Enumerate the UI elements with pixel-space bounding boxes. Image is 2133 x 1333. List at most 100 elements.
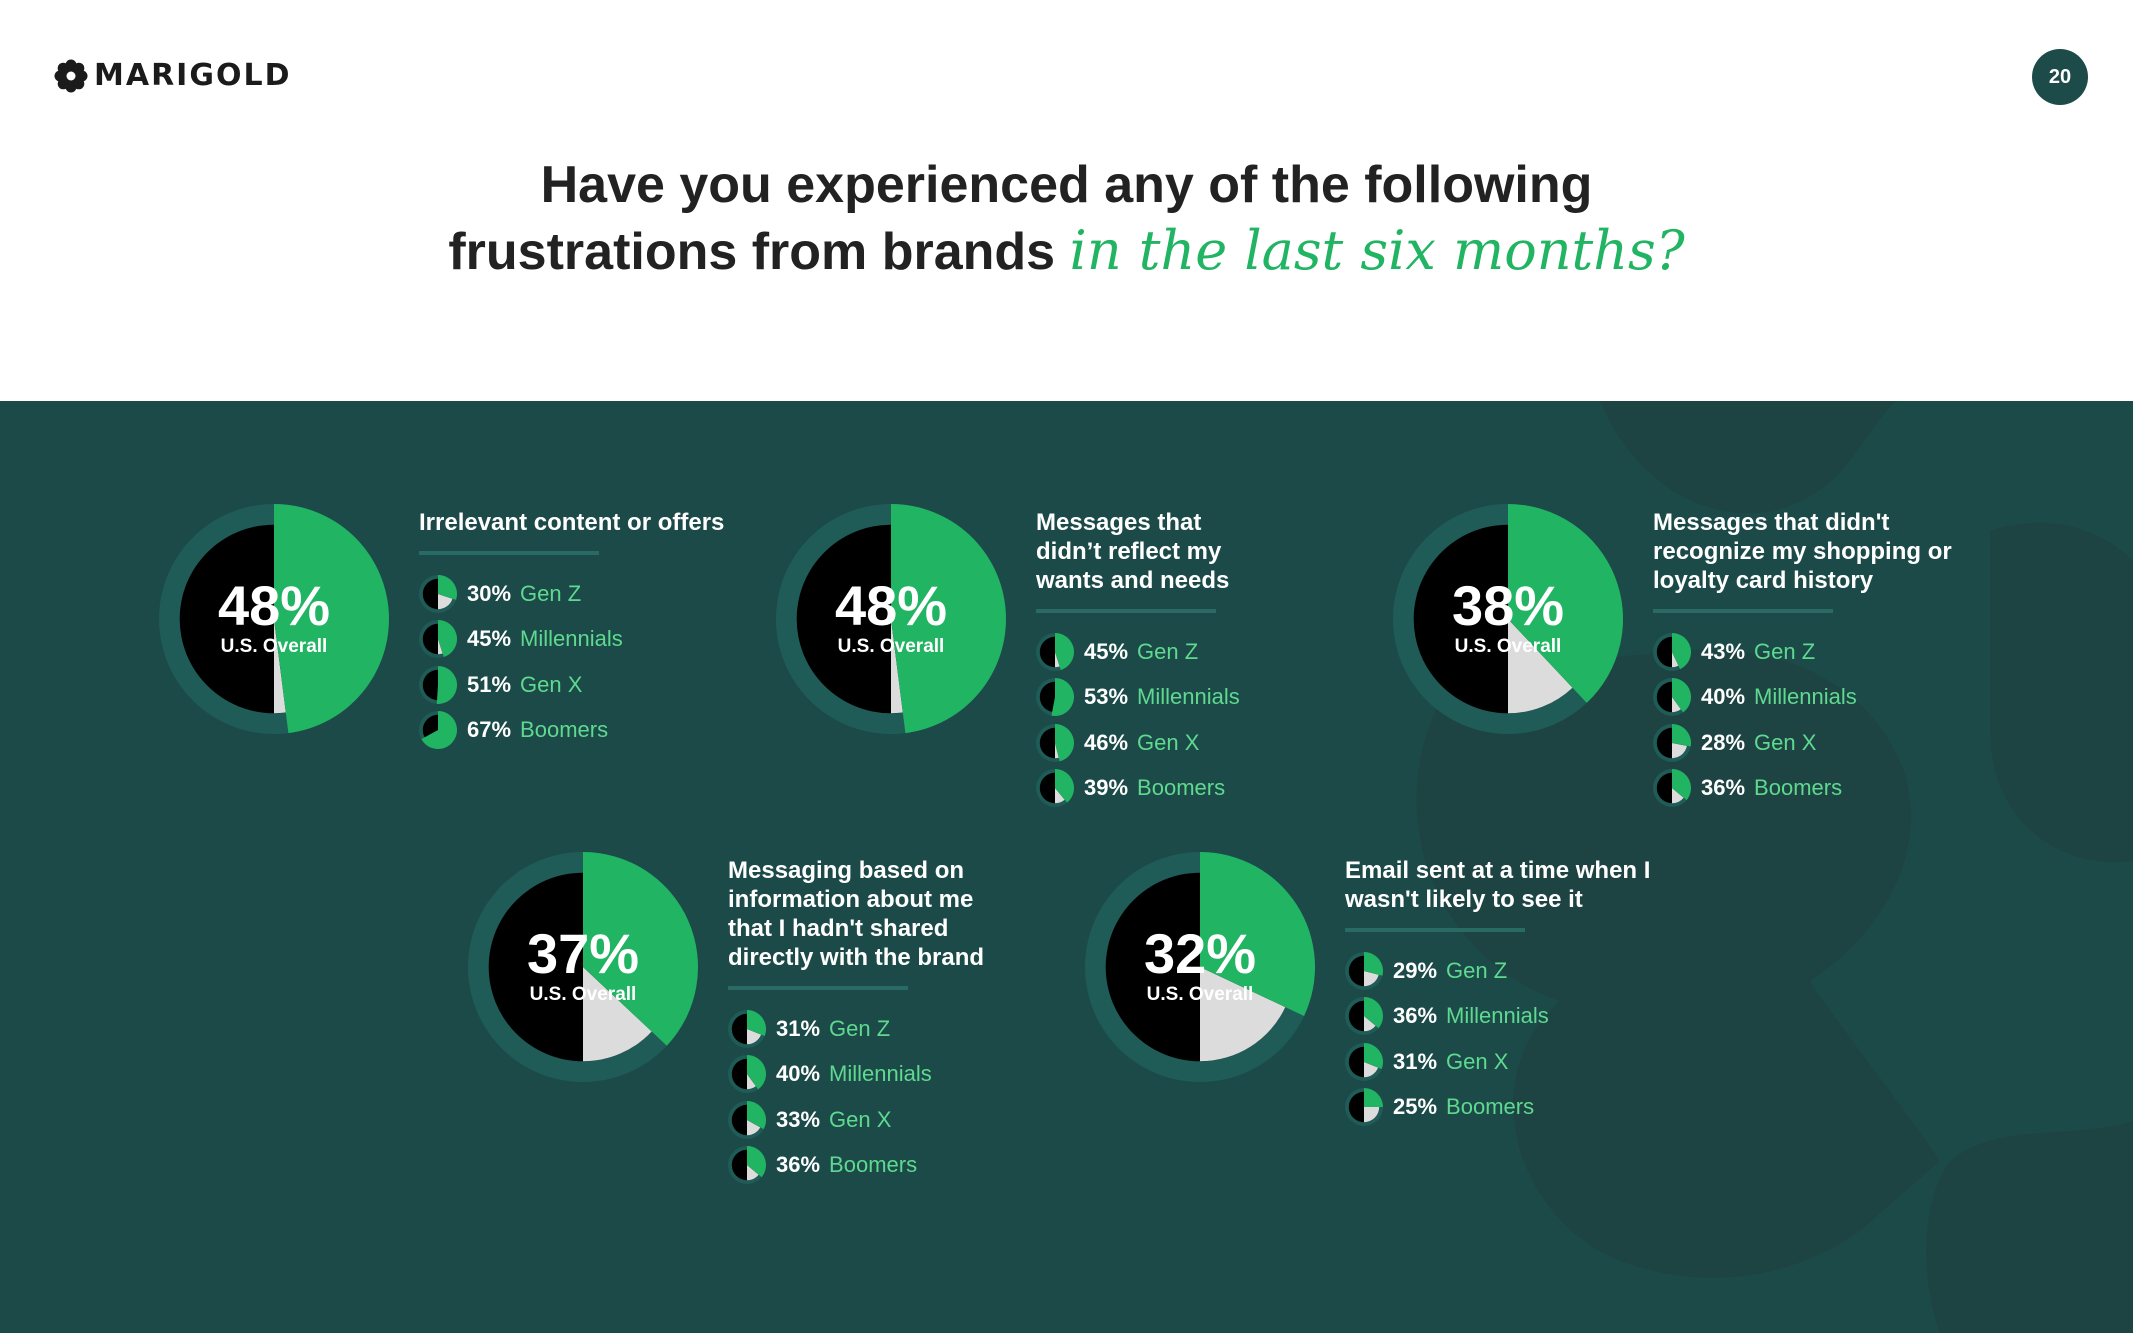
generation-percent: 51% <box>467 671 512 697</box>
logo-text: MARIGOLD <box>94 58 292 93</box>
pie-remainder-slice <box>1055 742 1059 758</box>
overall-label-5: U.S. Overall <box>1146 984 1254 1005</box>
mini-pie <box>1653 723 1691 762</box>
pie-remainder-slice <box>1508 619 1573 714</box>
overall-pie-3 <box>1393 504 1623 734</box>
generation-percent: 53% <box>1084 684 1129 710</box>
generation-percent: 36% <box>776 1152 821 1178</box>
generation-row: 51% Gen X <box>419 662 749 708</box>
generation-row: 36% Boomers <box>1653 766 1983 812</box>
generation-percent: 40% <box>776 1061 821 1087</box>
generation-name: Millennials <box>829 1061 932 1087</box>
generation-name: Millennials <box>520 626 623 652</box>
pie-value-slice <box>438 574 457 600</box>
pie-remainder-slice <box>747 1119 761 1135</box>
generation-name: Millennials <box>1446 1003 1549 1029</box>
generation-percent: 30% <box>467 580 512 606</box>
pie-value-slice <box>421 711 457 750</box>
title-line-2: frustrations from brands <box>448 223 1070 281</box>
generation-row: 29% Gen Z <box>1345 948 1675 994</box>
generation-percent: 33% <box>776 1106 821 1132</box>
generation-row: 40% Millennials <box>728 1052 1018 1098</box>
overall-percent-3: 38% <box>1451 574 1565 637</box>
generation-name: Boomers <box>1137 775 1226 801</box>
generation-percent: 45% <box>1084 638 1129 664</box>
generation-row: 46% Gen X <box>1036 720 1256 766</box>
pie-value-slice <box>747 1055 766 1090</box>
generation-percent: 36% <box>1393 1003 1438 1029</box>
overall-percent-4: 37% <box>526 922 640 985</box>
mini-pie <box>1345 997 1383 1036</box>
title-divider-1 <box>419 551 599 555</box>
pie-remainder-slice <box>1672 788 1684 804</box>
generation-name: Gen Z <box>1754 638 1816 664</box>
generation-percent: 29% <box>1393 957 1438 983</box>
generation-row: 36% Millennials <box>1345 994 1675 1040</box>
generation-name: Boomers <box>1446 1094 1535 1120</box>
pie-remainder-slice <box>438 593 453 609</box>
generation-row: 31% Gen X <box>1345 1039 1675 1085</box>
pie-value-slice <box>1364 997 1383 1029</box>
mini-pie <box>728 1009 766 1048</box>
pie-remainder-slice <box>1672 651 1679 667</box>
mini-pie <box>1653 678 1691 717</box>
pie-value-slice <box>1364 951 1383 976</box>
pie-value-slice <box>438 620 457 658</box>
category-title-1: Irrelevant content or offers <box>419 509 725 536</box>
generation-name: Gen Z <box>829 1015 891 1041</box>
pie-value-slice <box>1672 678 1691 713</box>
pie-value-slice <box>1508 504 1623 703</box>
generation-list-4: 31% Gen Z 40% Millennials 33% Gen X 36% Boom… <box>728 1006 1018 1188</box>
generation-name: Gen Z <box>1446 957 1508 983</box>
generation-row: 25% Boomers <box>1345 1085 1675 1131</box>
pie-remainder-slice <box>1055 788 1065 804</box>
mini-pie <box>1036 632 1074 671</box>
generation-list-2: 45% Gen Z 53% Millennials 46% Gen X 39% Boom… <box>1036 629 1256 811</box>
mini-pie <box>728 1100 766 1139</box>
generation-name: Gen Z <box>1137 638 1199 664</box>
pie-remainder-slice <box>1200 967 1286 1062</box>
mini-pie <box>419 574 457 613</box>
generation-percent: 46% <box>1084 729 1129 755</box>
generation-percent: 45% <box>467 626 512 652</box>
page-number-badge: 20 <box>2032 49 2088 105</box>
generation-row: 45% Millennials <box>419 617 749 663</box>
pie-remainder-slice <box>438 639 443 655</box>
pie-value-slice <box>1672 632 1691 669</box>
generation-name: Millennials <box>1754 684 1857 710</box>
pie-value-slice <box>747 1146 766 1178</box>
generation-row: 30% Gen Z <box>419 571 749 617</box>
generation-percent: 43% <box>1701 638 1746 664</box>
category-info-5: Email sent at a time when I wasn't likel… <box>1345 856 1675 1130</box>
generation-name: Boomers <box>520 717 609 743</box>
category-title-4: Messaging based on information about me … <box>728 857 985 971</box>
generation-row: 28% Gen X <box>1653 720 1983 766</box>
category-info-2: Messages that didn’t reflect my wants an… <box>1036 508 1256 811</box>
title-line-1: Have you experienced any of the followin… <box>540 156 1593 214</box>
pie-value-slice <box>747 1009 766 1036</box>
mini-pie <box>728 1146 766 1185</box>
generation-percent: 36% <box>1701 775 1746 801</box>
mini-pie <box>419 620 457 659</box>
mini-pie <box>419 665 457 704</box>
title-divider-2 <box>1036 609 1216 613</box>
pie-value-slice <box>1672 769 1691 801</box>
pie-remainder-slice <box>891 619 903 714</box>
mini-pie <box>1036 769 1074 808</box>
overall-pie-4 <box>468 852 698 1082</box>
overall-pie-5 <box>1085 852 1315 1082</box>
pie-value-slice <box>436 665 457 704</box>
category-info-3: Messages that didn't recognize my shoppi… <box>1653 508 1983 811</box>
overall-label-1: U.S. Overall <box>220 636 328 657</box>
mini-pie <box>1345 951 1383 990</box>
generation-name: Boomers <box>1754 775 1843 801</box>
generation-percent: 31% <box>776 1015 821 1041</box>
generation-percent: 25% <box>1393 1094 1438 1120</box>
mini-pie <box>1653 632 1691 671</box>
category-info-4: Messaging based on information about me … <box>728 856 1018 1188</box>
generation-name: Boomers <box>829 1152 918 1178</box>
pie-value-slice <box>1055 769 1074 803</box>
pie-remainder-slice <box>1364 1061 1379 1077</box>
pie-value-slice <box>1364 1042 1383 1069</box>
generation-row: 67% Boomers <box>419 708 749 754</box>
